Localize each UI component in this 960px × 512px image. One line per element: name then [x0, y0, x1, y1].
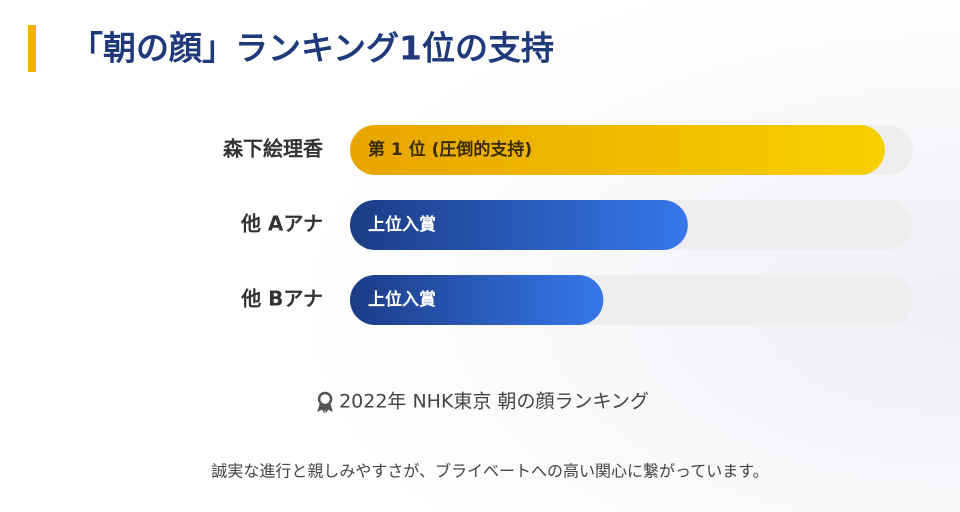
- category-label: 他 Bアナ: [240, 287, 323, 311]
- category-label: 森下絵理香: [223, 137, 324, 161]
- chart-title: 「朝の顔」ランキング1位の支持: [70, 29, 554, 68]
- footnote: 誠実な進行と親しみやすさが、ブライベートへの高い関心に繋がっています。: [211, 462, 768, 481]
- bar-label: 上位入賞: [368, 289, 436, 310]
- medal-icon: [317, 391, 333, 414]
- bar: [350, 200, 688, 250]
- bar-label: 第 1 位 (圧倒的支持): [368, 139, 532, 160]
- bar-label: 上位入賞: [368, 214, 436, 235]
- bar: [350, 275, 604, 325]
- bar: [350, 125, 885, 175]
- source-note: 2022年 NHK東京 朝の顔ランキング: [339, 391, 649, 413]
- title-accent: [28, 25, 36, 72]
- category-label: 他 Aアナ: [240, 212, 323, 236]
